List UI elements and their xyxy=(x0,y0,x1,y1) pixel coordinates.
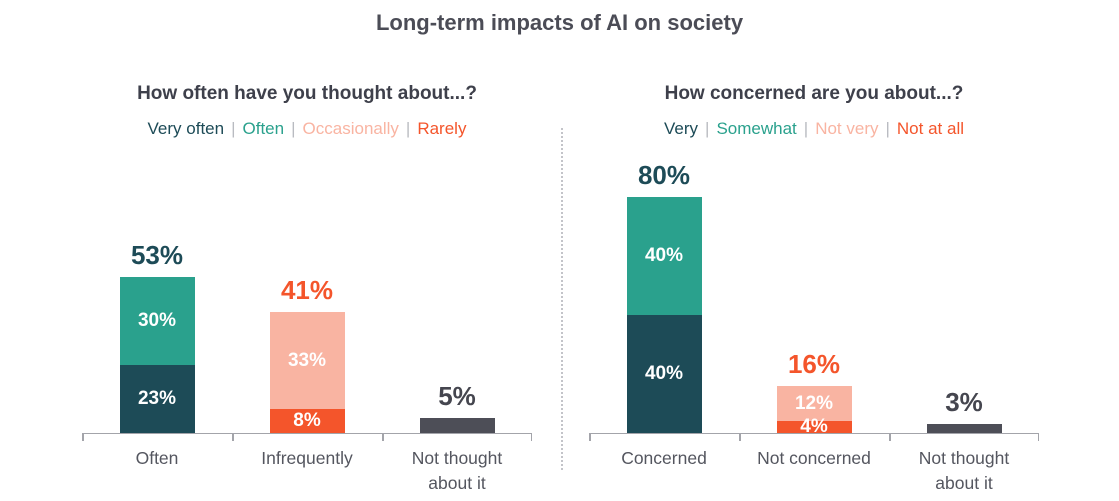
panel-heading: How often have you thought about...? xyxy=(137,83,477,104)
segment-value-label: 4% xyxy=(800,416,828,438)
plot-area: 30% 23% 53% Often 33% 8% 41% Infrequently 5% Not … xyxy=(82,138,532,493)
legend-separator: | xyxy=(231,119,236,138)
legend-separator: | xyxy=(405,119,411,138)
bar-total-label: 80% xyxy=(637,160,691,190)
legend-item: Not at all xyxy=(896,119,964,138)
x-axis-tick xyxy=(232,434,234,441)
x-axis-tick xyxy=(1037,434,1039,441)
legend-separator: | xyxy=(705,119,710,138)
legend-separator: | xyxy=(885,119,890,138)
bar-segment: 4% xyxy=(776,416,852,437)
x-axis-tick xyxy=(889,434,891,441)
segment-value-label: 12% xyxy=(794,392,834,414)
legend-item: Very xyxy=(663,119,699,138)
legend: Very | Somewhat | Not very | Not at all xyxy=(569,119,1059,139)
category-label: Infrequently xyxy=(261,448,353,468)
legend-item: Rarely xyxy=(417,119,467,138)
x-axis-tick xyxy=(82,434,84,441)
x-axis-tick xyxy=(530,434,532,441)
legend-item: Occasionally xyxy=(302,119,399,138)
segment-value-label: 40% xyxy=(644,363,684,384)
bar-concerned: 40% 40% xyxy=(626,197,702,433)
x-axis-line xyxy=(589,433,1039,441)
bar-often: 30% 23% xyxy=(119,276,195,433)
segment-value-label: 33% xyxy=(287,349,327,371)
x-axis-tick xyxy=(382,434,384,441)
bar-total-label: 41% xyxy=(280,275,334,306)
plot-area: 40% 40% 80% Concerned 12% 4% 16% Not concerned 3… xyxy=(589,138,1039,493)
bar-not-concerned: 12% 4% xyxy=(776,385,852,437)
bar-segment xyxy=(926,424,1002,433)
bar-not-thought-about-it xyxy=(419,418,495,433)
category-label: Often xyxy=(135,448,179,468)
bar-total-label: 5% xyxy=(438,381,476,412)
bar-not-thought-about-it xyxy=(926,424,1002,433)
x-axis-tick xyxy=(589,434,591,441)
chart-title: Long-term impacts of AI on society xyxy=(375,10,744,35)
category-label: Not thought about it xyxy=(411,448,503,493)
legend: Very often | Often | Occasionally | Rarely xyxy=(62,119,552,139)
segment-value-label: 40% xyxy=(644,245,684,266)
legend-item: Often xyxy=(242,119,285,138)
bar-segment: 12% xyxy=(776,385,852,422)
panel-divider xyxy=(561,128,563,470)
x-axis-line xyxy=(82,433,532,441)
panel-heading: How concerned are you about...? xyxy=(664,83,964,104)
panel-concern-level: How concerned are you about...? Very | Some… xyxy=(589,83,1039,493)
bar-segment: 33% xyxy=(269,312,345,410)
bar-total-label: 53% xyxy=(130,239,184,270)
bar-segment xyxy=(419,418,495,433)
legend-item: Very often xyxy=(147,119,225,138)
bar-infrequently: 33% 8% xyxy=(269,312,345,433)
bar-total-label: 3% xyxy=(945,387,983,418)
x-axis-tick xyxy=(739,434,741,441)
bar-segment: 23% xyxy=(119,365,195,433)
bar-segment: 30% xyxy=(119,276,195,366)
legend-separator: | xyxy=(291,119,296,138)
category-label: Not thought about it xyxy=(918,448,1010,493)
segment-value-label: 8% xyxy=(293,410,321,432)
bar-segment: 40% xyxy=(626,315,702,433)
category-label: Not concerned xyxy=(757,448,871,468)
legend-item: Not very xyxy=(815,119,879,138)
legend-separator: | xyxy=(803,119,809,138)
segment-value-label: 30% xyxy=(137,309,177,331)
category-label: Concerned xyxy=(621,448,707,468)
bar-total-label: 16% xyxy=(787,348,841,379)
bar-segment: 8% xyxy=(269,409,345,433)
panel-thought-frequency: How often have you thought about...? Very… xyxy=(82,83,532,493)
segment-value-label: 23% xyxy=(137,388,177,410)
legend-item: Somewhat xyxy=(716,119,797,138)
bar-segment: 40% xyxy=(626,197,702,315)
